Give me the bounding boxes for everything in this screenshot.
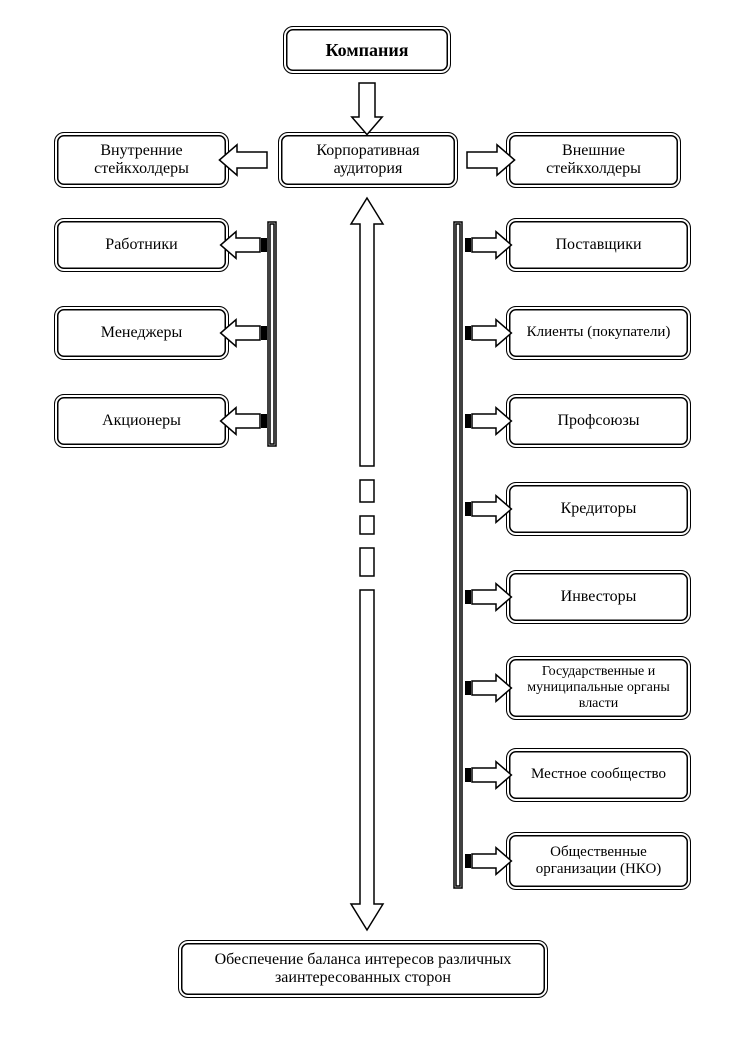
- node-clients: Клиенты (покупатели): [506, 306, 691, 360]
- node-label: Обеспечение баланса интересов различных …: [187, 951, 539, 988]
- node-suppliers: Поставщики: [506, 218, 691, 272]
- node-company: Компания: [283, 26, 451, 74]
- node-label: Акционеры: [102, 412, 181, 430]
- node-ngo: Общественные организации (НКО): [506, 832, 691, 890]
- node-gov: Государственные и муниципальные органы в…: [506, 656, 691, 720]
- node-label: Местное сообщество: [531, 766, 666, 783]
- node-unions: Профсоюзы: [506, 394, 691, 448]
- node-managers: Менеджеры: [54, 306, 229, 360]
- node-label: Профсоюзы: [557, 412, 639, 430]
- node-shareholders: Акционеры: [54, 394, 229, 448]
- node-label: Менеджеры: [101, 324, 182, 342]
- node-external-stakeholders: Внешние стейкхолдеры: [506, 132, 681, 188]
- node-label: Государственные и муниципальные органы в…: [515, 664, 682, 712]
- node-label: Внутренние стейкхолдеры: [63, 142, 220, 179]
- node-label: Клиенты (покупатели): [527, 324, 671, 341]
- node-label: Работники: [105, 236, 177, 254]
- node-label: Общественные организации (НКО): [515, 844, 682, 879]
- node-label: Корпоративная аудитория: [287, 142, 449, 179]
- node-corporate-audience: Корпоративная аудитория: [278, 132, 458, 188]
- node-balance: Обеспечение баланса интересов различных …: [178, 940, 548, 998]
- node-label: Инвесторы: [561, 588, 637, 606]
- node-label: Компания: [326, 40, 409, 61]
- node-investors: Инвесторы: [506, 570, 691, 624]
- node-creditors: Кредиторы: [506, 482, 691, 536]
- node-internal-stakeholders: Внутренние стейкхолдеры: [54, 132, 229, 188]
- node-workers: Работники: [54, 218, 229, 272]
- node-label: Поставщики: [555, 236, 641, 254]
- node-label: Внешние стейкхолдеры: [515, 142, 672, 179]
- node-local-community: Местное сообщество: [506, 748, 691, 802]
- node-label: Кредиторы: [561, 500, 637, 518]
